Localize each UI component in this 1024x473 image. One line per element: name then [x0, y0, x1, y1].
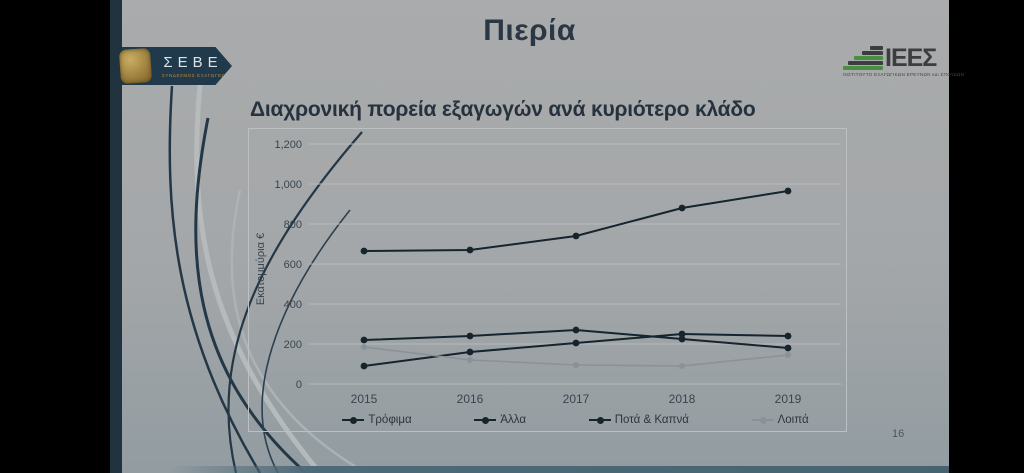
legend-item: Ποτά & Καπνά: [588, 414, 689, 426]
svg-text:2017: 2017: [563, 392, 590, 406]
legend-item: Άλλα: [474, 414, 526, 426]
page-number: 16: [892, 428, 905, 440]
line-chart-plot: 0 200 400 600 800 1,000 1,200 2015 2016 2017 2018 2…: [274, 139, 841, 406]
chart-frame: Εκατομμύρια € 0 200 400 600 800 1,000 1,200 201…: [248, 128, 847, 432]
slide: Πιερία ΣΕΒΕ ΣΥΝΔΕΣΜΟΣ ΕΞΑΓΩΓΕΩΝ ΙΕΕΣ ΙΝΣ…: [110, 0, 964, 473]
svg-text:200: 200: [284, 339, 302, 351]
iees-tagline: ΙΝΣΤΙΤΟΥΤΟ ΕΞΑΓΩΓΙΚΩΝ ΕΡΕΥΝΩΝ και ΣΠΟΥΔΩ…: [843, 72, 965, 77]
bottom-accent-bar: [168, 466, 949, 473]
svg-text:2015: 2015: [351, 392, 378, 406]
legend-label: Λοιπά: [777, 414, 809, 426]
seve-stamp-icon: [118, 47, 153, 85]
svg-text:1,200: 1,200: [274, 139, 302, 151]
legend-label: Ποτά & Καπνά: [614, 414, 689, 426]
legend-item: Λοιπά: [751, 414, 809, 426]
svg-text:400: 400: [284, 299, 302, 311]
svg-text:0: 0: [296, 379, 302, 391]
svg-text:600: 600: [284, 259, 302, 271]
legend-item: Τρόφιμα: [342, 414, 412, 426]
chart-title: Διαχρονική πορεία εξαγωγών ανά κυριότερο…: [250, 98, 756, 121]
svg-text:2018: 2018: [669, 392, 696, 406]
legend-marker-icon: [342, 416, 365, 424]
seve-tagline: ΣΥΝΔΕΣΜΟΣ ΕΞΑΓΩΓΕΩΝ: [162, 73, 230, 78]
svg-text:800: 800: [284, 219, 302, 231]
svg-text:1,000: 1,000: [274, 179, 302, 191]
bar-chart-icon: [843, 46, 883, 70]
legend-label: Άλλα: [500, 414, 526, 426]
left-accent-strip: [110, 0, 122, 473]
page-title: Πιερία: [483, 14, 576, 47]
seve-wordmark: ΣΕΒΕ: [163, 54, 223, 71]
legend-marker-icon: [588, 416, 611, 424]
svg-text:2019: 2019: [775, 392, 802, 406]
iees-wordmark: ΙΕΕΣ: [885, 44, 937, 72]
legend-marker-icon: [751, 416, 774, 424]
svg-text:2016: 2016: [457, 392, 484, 406]
legend-label: Τρόφιμα: [368, 414, 412, 426]
chart-legend: Τρόφιμα Άλλα Ποτά & Καπνά Λοιπά: [311, 414, 840, 426]
iees-logo: ΙΕΕΣ ΙΝΣΤΙΤΟΥΤΟ ΕΞΑΓΩΓΙΚΩΝ ΕΡΕΥΝΩΝ και Σ…: [843, 46, 973, 77]
legend-marker-icon: [474, 416, 497, 424]
